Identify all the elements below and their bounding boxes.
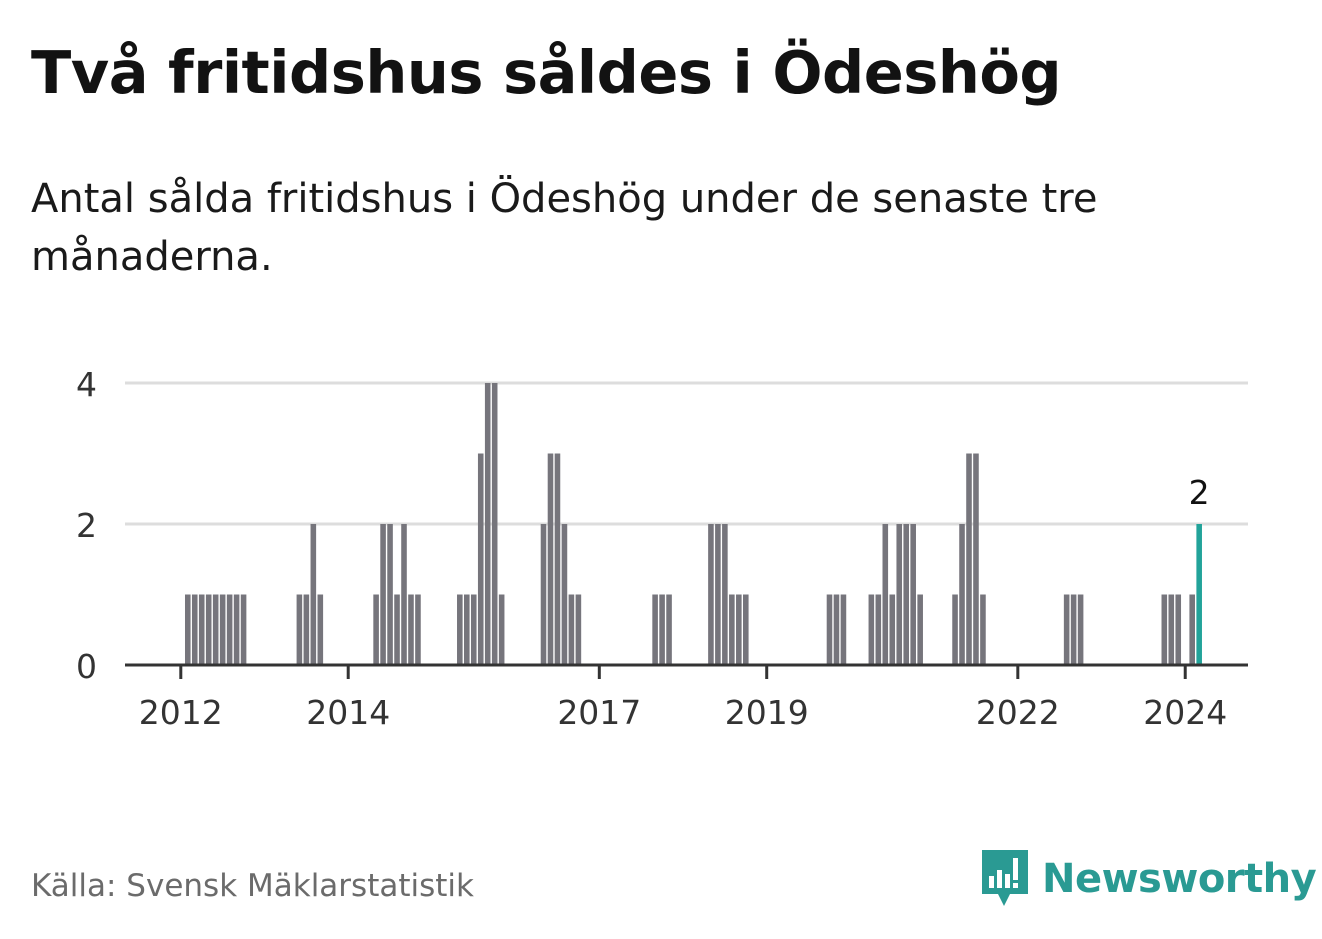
- bar: [882, 524, 889, 665]
- bar: [561, 524, 568, 665]
- bar: [1161, 594, 1168, 665]
- bar: [1168, 594, 1175, 665]
- bar: [973, 453, 979, 665]
- newsworthy-logo-icon: [982, 850, 1028, 906]
- brand-logo[interactable]: Newsworthy: [980, 848, 1317, 910]
- x-tick-label: 2024: [1143, 693, 1227, 732]
- bar: [1189, 594, 1195, 665]
- bar: [708, 524, 714, 665]
- bar: [959, 524, 965, 665]
- source-note: Källa: Svensk Mäklarstatistik: [31, 868, 474, 904]
- bar: [380, 524, 386, 665]
- bar: [840, 594, 847, 665]
- bar: [303, 594, 310, 665]
- bar: [722, 524, 728, 665]
- bar: [980, 594, 986, 665]
- bar: [736, 594, 742, 665]
- chart-title: Två fritidshus såldes i Ödeshög: [31, 38, 1062, 107]
- bar: [547, 453, 554, 665]
- x-tick-label: 2022: [976, 693, 1060, 732]
- highlight-data-label: 2: [1189, 473, 1210, 512]
- highlight-bar: [1196, 524, 1202, 665]
- bar: [184, 594, 191, 665]
- x-tick-label: 2019: [725, 693, 809, 732]
- bar: [952, 594, 958, 665]
- gridlines: [125, 381, 1248, 526]
- bar: [191, 594, 198, 665]
- bar: [394, 594, 400, 665]
- bar: [477, 453, 484, 665]
- bar: [219, 594, 226, 665]
- bar: [233, 594, 240, 665]
- y-tick-label: 0: [76, 647, 97, 686]
- bar: [310, 524, 317, 665]
- bar: [666, 594, 672, 665]
- bar: [491, 383, 498, 665]
- y-tick-label: 4: [76, 365, 97, 404]
- x-tick-label: 2012: [139, 693, 223, 732]
- bar: [240, 594, 247, 665]
- x-axis-ticks: 2012 2014 2017 2019 2022 2024: [139, 665, 1227, 732]
- bar: [296, 594, 303, 665]
- data-labels: 2: [1189, 473, 1210, 512]
- bar: [743, 594, 749, 665]
- bar: [903, 524, 910, 665]
- bar: [540, 524, 547, 665]
- bar: [868, 594, 875, 665]
- bar: [875, 594, 882, 665]
- bar: [1063, 594, 1070, 665]
- x-tick-label: 2014: [306, 693, 390, 732]
- bar: [966, 453, 972, 665]
- bar: [498, 594, 505, 665]
- bar: [826, 594, 833, 665]
- bar: [659, 594, 665, 665]
- bar: [198, 594, 205, 665]
- bar: [910, 524, 916, 665]
- bar: [205, 594, 212, 665]
- bar: [1070, 594, 1077, 665]
- bar: [457, 594, 463, 665]
- bar: [484, 383, 491, 665]
- bar: [387, 524, 393, 665]
- bar: [317, 594, 324, 665]
- bar: [833, 594, 840, 665]
- bars: [184, 383, 1202, 665]
- bar: [729, 594, 735, 665]
- y-axis-ticks: 0 2 4: [76, 365, 97, 686]
- bar: [715, 524, 721, 665]
- bar: [226, 594, 233, 665]
- bar: [554, 453, 561, 665]
- bar: [401, 524, 407, 665]
- bar: [917, 594, 923, 665]
- bar: [889, 594, 896, 665]
- bar: [575, 594, 582, 665]
- bar: [652, 594, 658, 665]
- bar: [896, 524, 903, 665]
- bar: [212, 594, 219, 665]
- chart-subtitle: Antal sålda fritidshus i Ödeshög under d…: [31, 176, 1098, 280]
- bar: [415, 594, 421, 665]
- bar: [470, 594, 477, 665]
- bar: [408, 594, 414, 665]
- bar: [373, 594, 379, 665]
- x-tick-label: 2017: [557, 693, 641, 732]
- bar: [464, 594, 470, 665]
- bar: [1077, 594, 1084, 665]
- bar: [568, 594, 575, 665]
- y-tick-label: 2: [76, 506, 97, 545]
- bar: [1175, 594, 1182, 665]
- brand-name: Newsworthy: [1042, 856, 1317, 902]
